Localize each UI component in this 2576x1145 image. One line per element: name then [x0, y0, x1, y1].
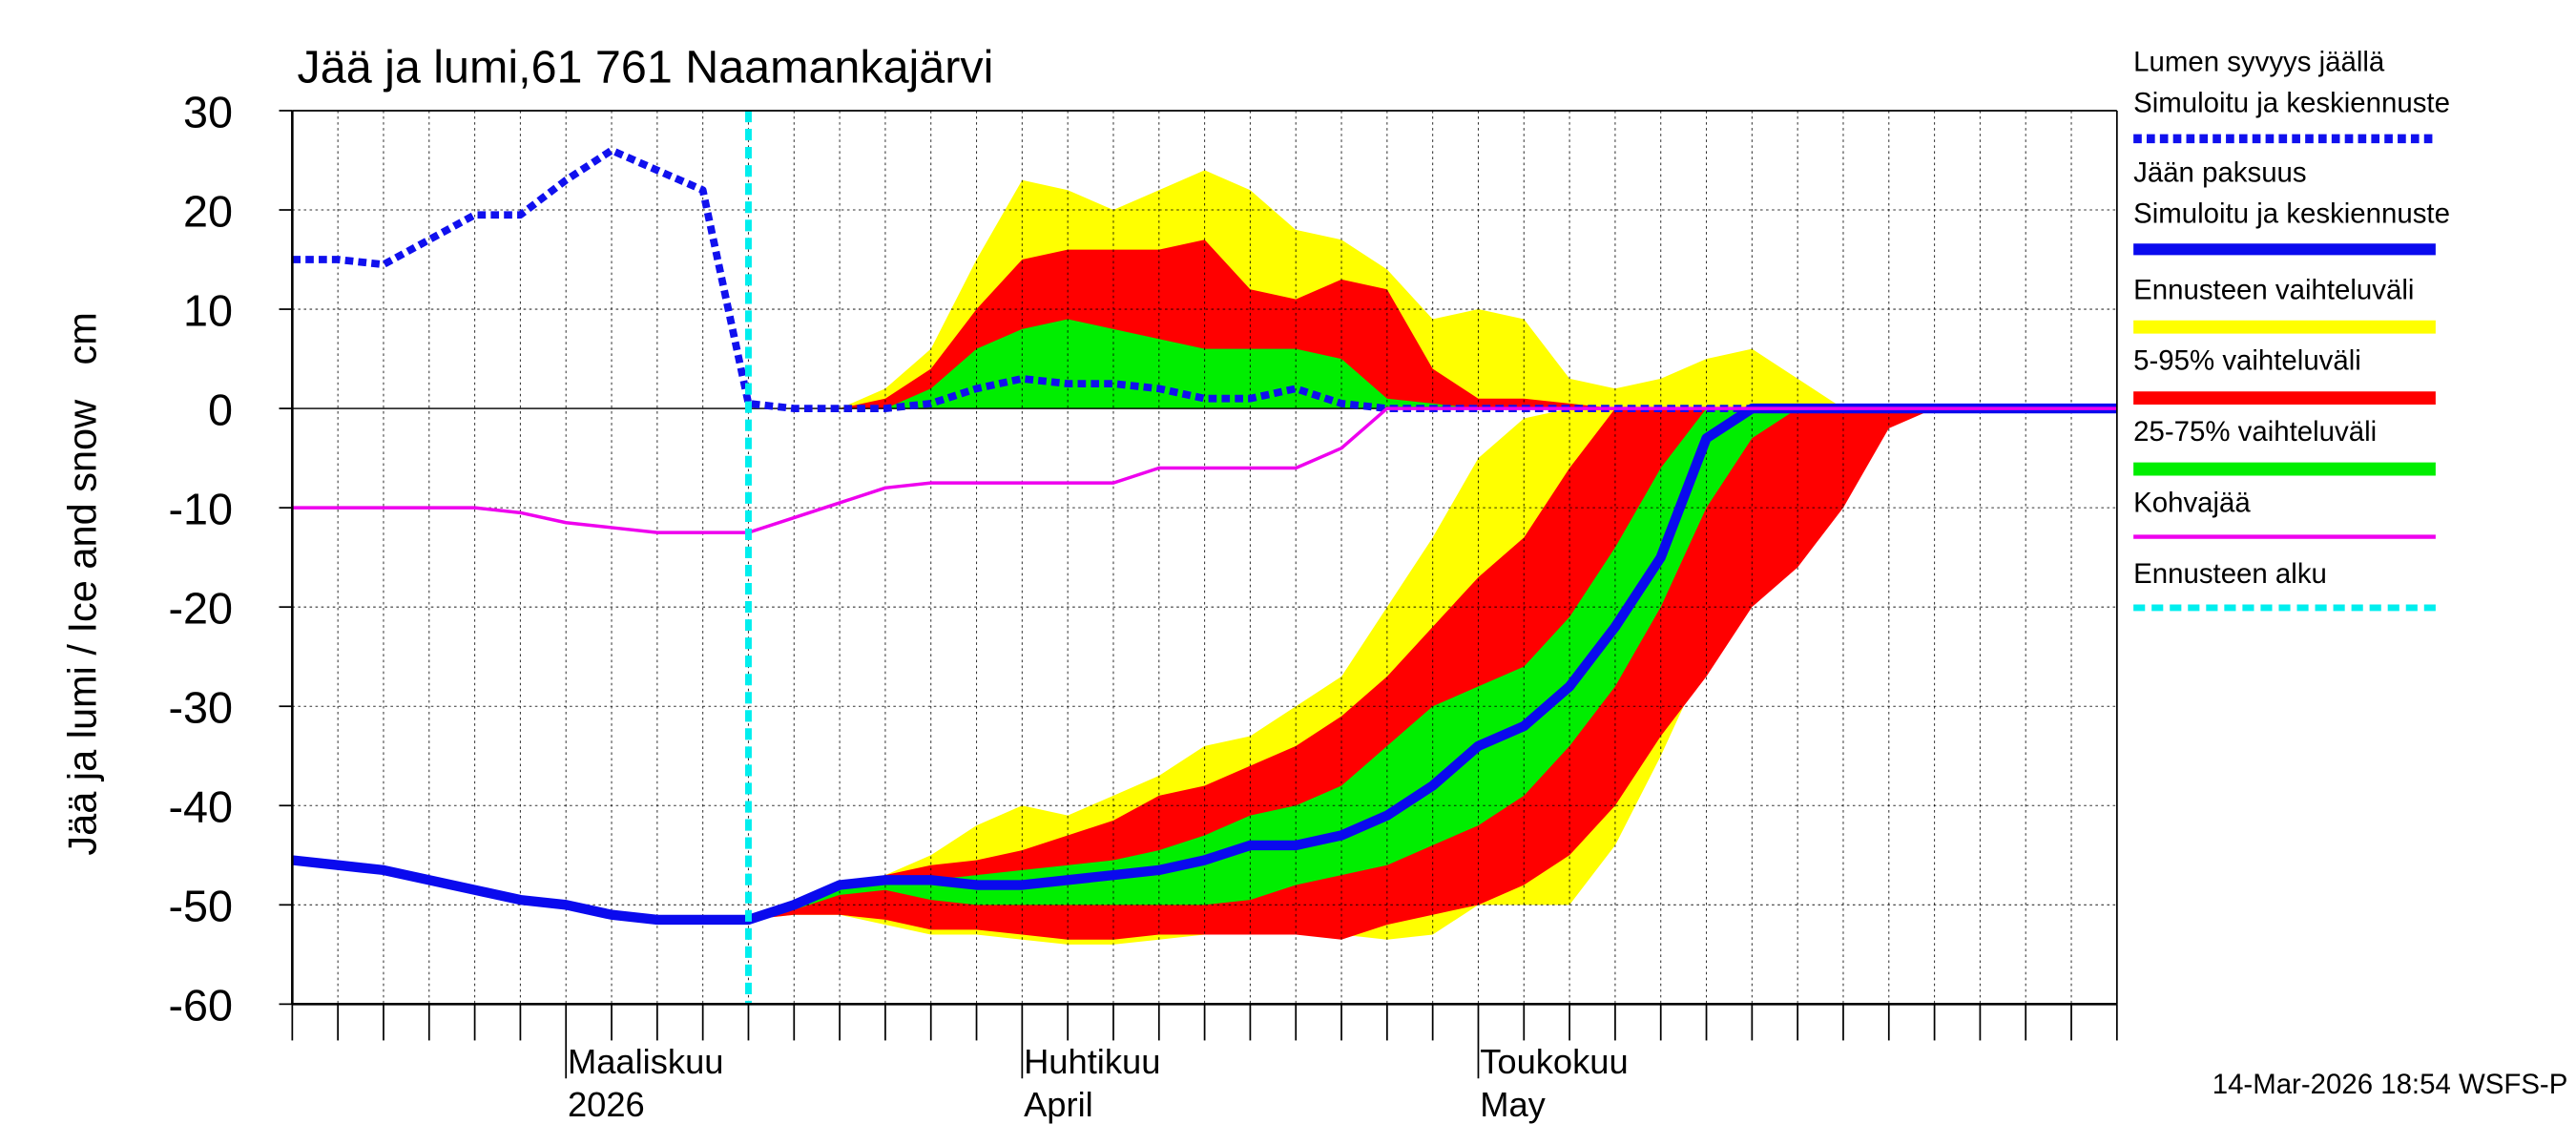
bands: [748, 170, 1935, 945]
footer: 14-Mar-2026 18:54 WSFS-P: [2212, 1069, 2568, 1100]
legend-label: Ennusteen alku: [2133, 558, 2327, 590]
y-tick-label: 0: [208, 385, 233, 434]
legend: Lumen syvyys jäällä Simuloitu ja keskienn…: [2133, 46, 2450, 612]
legend-label: Kohvajää: [2133, 488, 2251, 519]
y-tick-label: -50: [169, 882, 234, 931]
y-tick-label: -20: [169, 583, 234, 633]
x-tick-label: Maaliskuu: [568, 1042, 724, 1081]
grid: [292, 110, 2117, 1005]
legend-label: Ennusteen vaihteluväli: [2133, 274, 2414, 305]
plot-area: -60 -50 -40 -30 -20 -10 0 10 20 30 Maaliskuu 2026 Hu…: [169, 87, 2118, 1124]
ice-band: [748, 408, 1935, 920]
legend-label: 25-75% vaihteluväli: [2133, 416, 2377, 448]
x-tick-sublabel: 2026: [568, 1085, 645, 1124]
snow-band: [748, 319, 1935, 409]
y-tick-label: -10: [169, 484, 234, 533]
x-tick-sublabel: May: [1480, 1085, 1546, 1124]
legend-label: 5-95% vaihteluväli: [2133, 345, 2361, 377]
chart-title: Jää ja lumi,61 761 Naamankajärvi: [298, 42, 994, 94]
legend-label: Jään paksuus: [2133, 156, 2306, 188]
y-tick-label: -40: [169, 782, 234, 832]
legend-sublabel: Simuloitu ja keskiennuste: [2133, 88, 2450, 119]
series-line: [292, 406, 2117, 534]
x-tick-label: Toukokuu: [1480, 1042, 1629, 1081]
y-tick-label: -30: [169, 683, 234, 733]
x-tick-label: Huhtikuu: [1024, 1042, 1160, 1081]
y-tick-label: 10: [183, 285, 233, 335]
legend-label: Lumen syvyys jäällä: [2133, 46, 2385, 77]
y-tick-label: 20: [183, 186, 233, 236]
legend-sublabel: Simuloitu ja keskiennuste: [2133, 198, 2450, 230]
lines: [291, 146, 2117, 926]
y-tick-label: 30: [183, 87, 233, 136]
x-tick-sublabel: April: [1024, 1085, 1093, 1124]
y-tick-label: -60: [169, 981, 234, 1030]
y-axis-unit: cm: [59, 312, 104, 364]
y-axis-label: Jää ja lumi / Ice and snow: [59, 399, 104, 856]
